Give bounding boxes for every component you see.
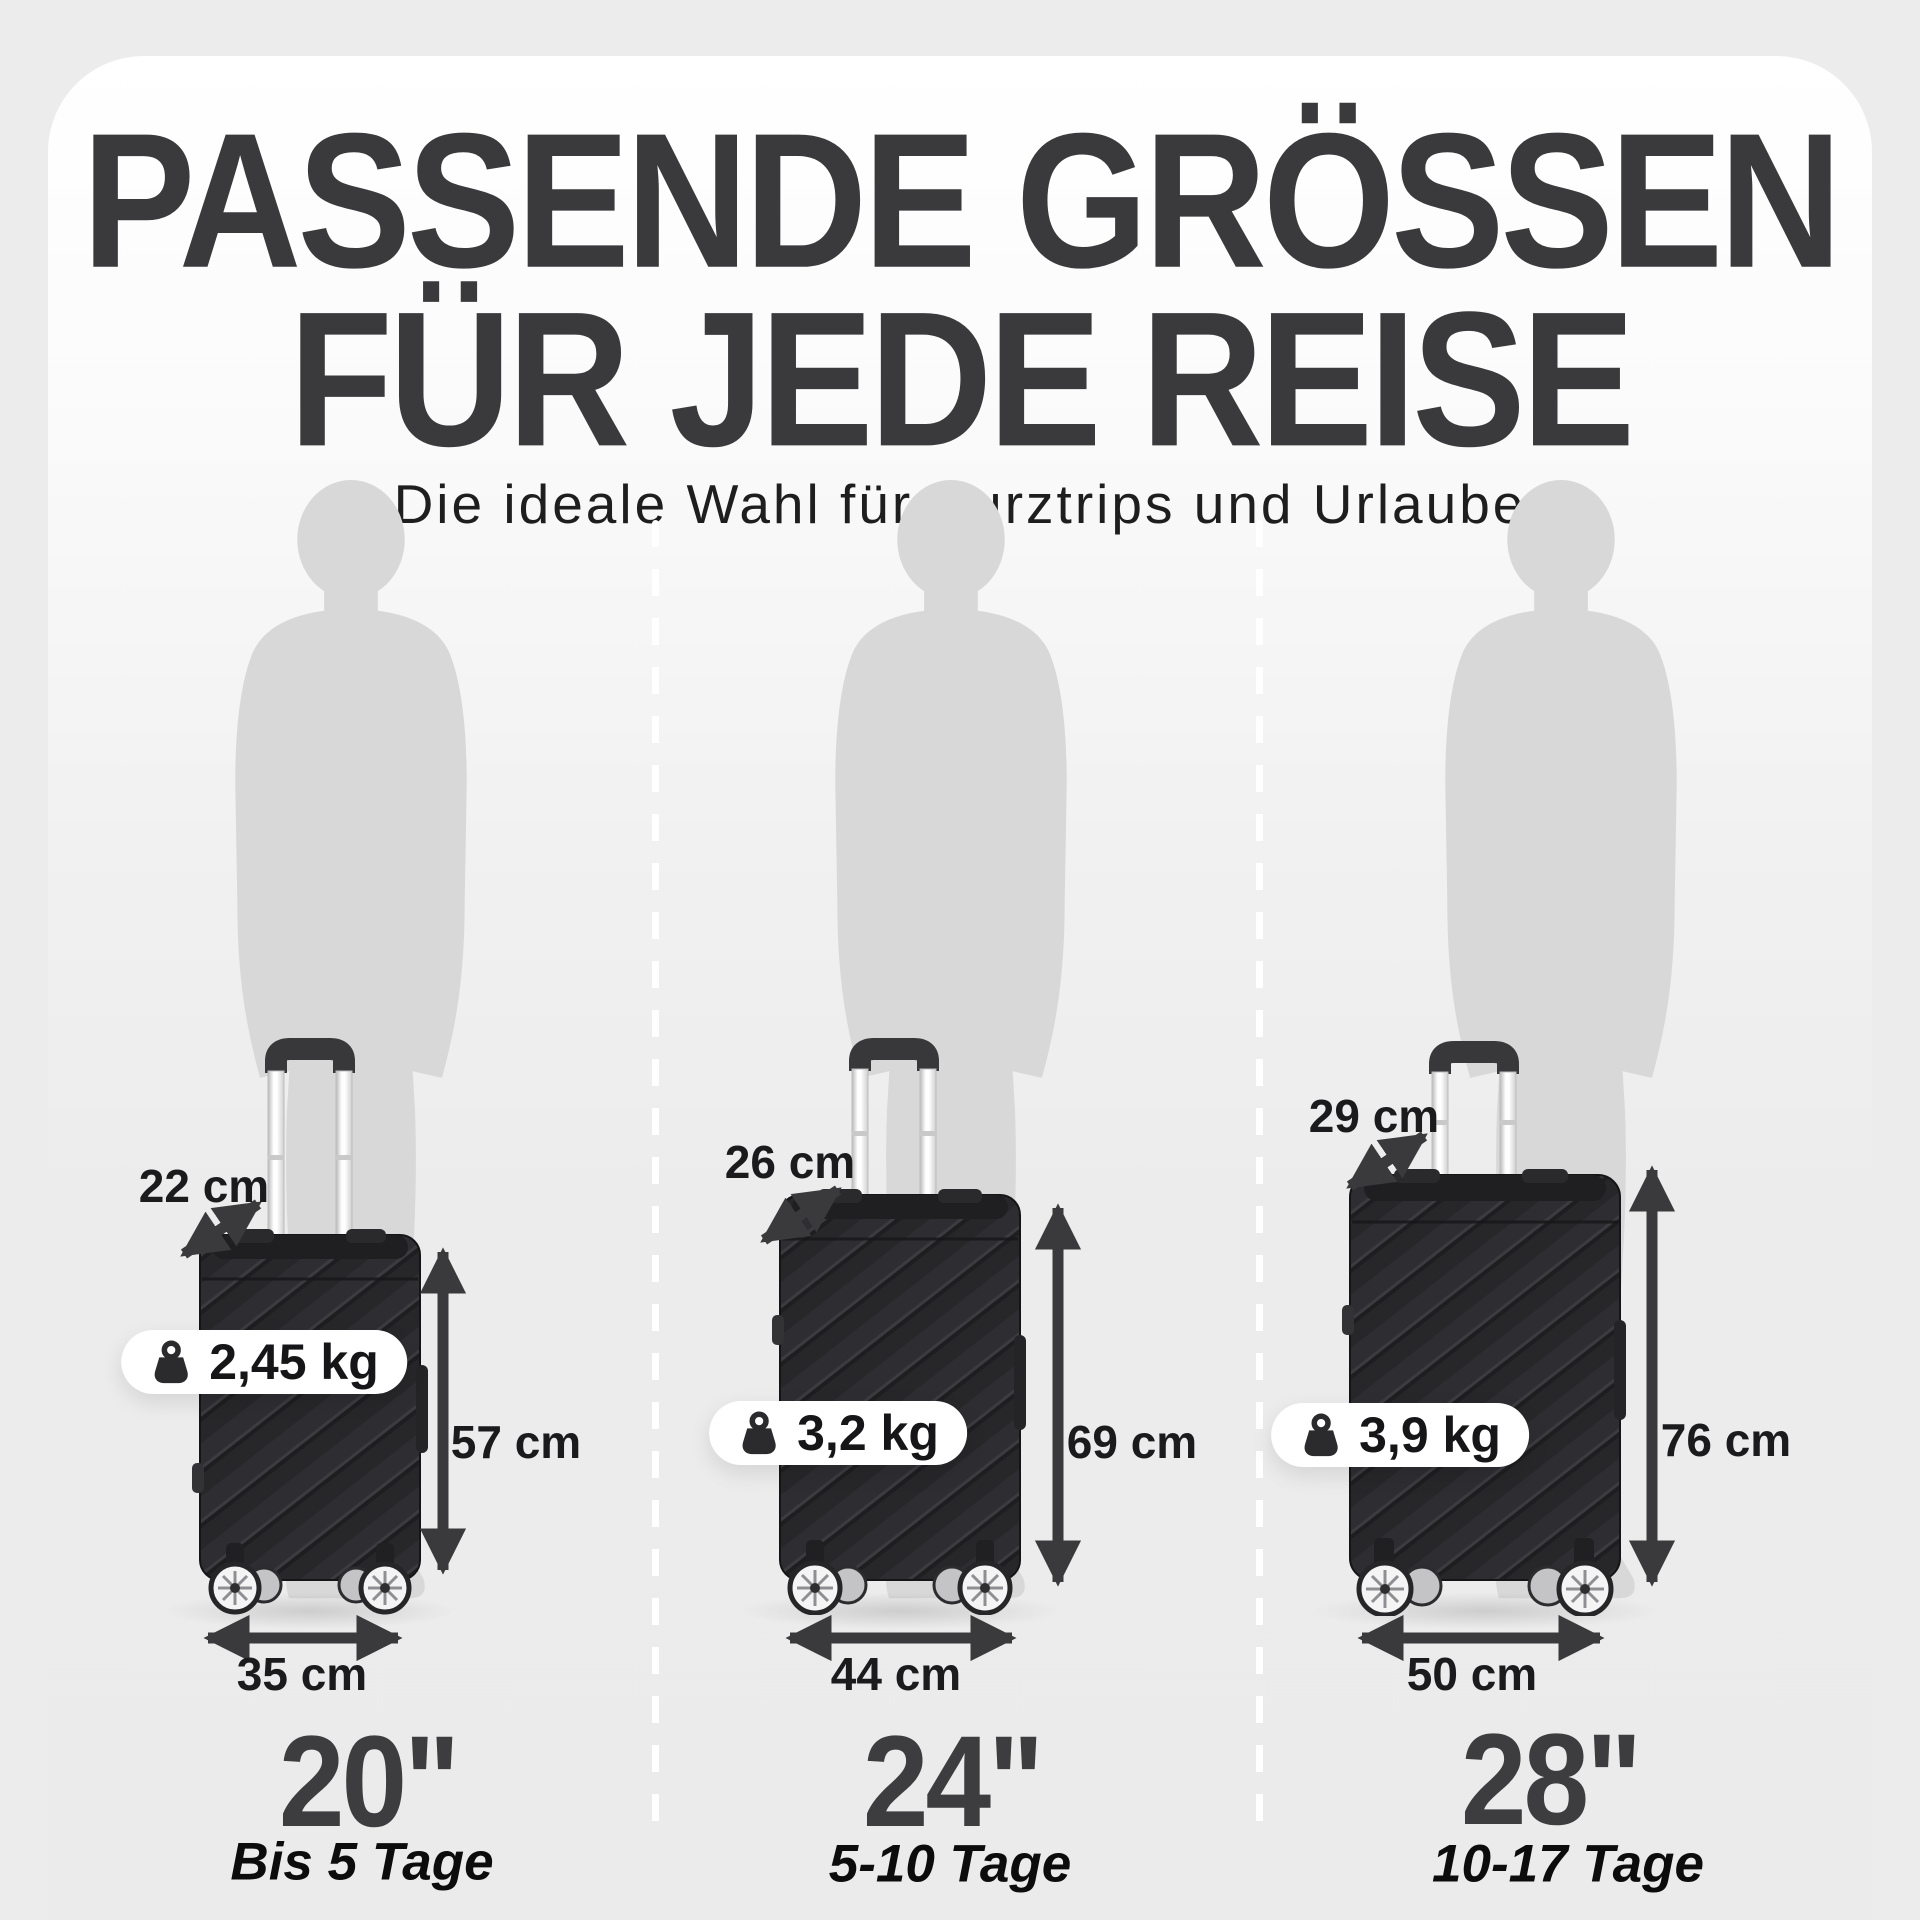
height-label-28: 76 cm: [1660, 1414, 1792, 1466]
depth-label-20: 22 cm: [138, 1160, 270, 1212]
depth-label-24: 26 cm: [724, 1136, 856, 1188]
height-label-20: 57 cm: [450, 1416, 582, 1468]
weight-badge-24: 3,2 kg: [709, 1401, 967, 1465]
duration-label-20: Bis 5 Tage: [230, 1832, 494, 1892]
duration-label-28: 10-17 Tage: [1431, 1834, 1705, 1894]
size-label-20: 20": [278, 1709, 460, 1855]
height-label-24: 69 cm: [1066, 1416, 1198, 1468]
page-title-line2: FÜR JEDE REISE: [288, 272, 1635, 488]
weight-badge-20: 2,45 kg: [121, 1330, 407, 1394]
dashed-divider: [1256, 520, 1263, 1825]
page-title: PASSENDE GRÖSSEN FÜR JEDE REISE: [0, 93, 1920, 488]
weight-badge-28: 3,9 kg: [1271, 1403, 1529, 1467]
size-label-28: 28": [1460, 1707, 1642, 1853]
weight-value: 2,45 kg: [209, 1334, 379, 1390]
suitcase-20-illustration: [192, 1038, 428, 1615]
weight-icon: [742, 1411, 776, 1455]
weight-icon: [154, 1340, 188, 1384]
dashed-divider: [652, 520, 659, 1825]
weight-value: 3,2 kg: [797, 1405, 939, 1461]
width-label-20: 35 cm: [236, 1648, 368, 1700]
depth-label-28: 29 cm: [1308, 1090, 1440, 1142]
width-label-24: 44 cm: [830, 1648, 962, 1700]
page-title-line1: PASSENDE GRÖSSEN: [81, 93, 1842, 309]
width-label-28: 50 cm: [1406, 1648, 1538, 1700]
duration-label-24: 5-10 Tage: [828, 1834, 1072, 1894]
suitcase-24-illustration: [772, 1038, 1026, 1615]
size-label-24: 24": [862, 1709, 1044, 1855]
suitcase-28-illustration: [1342, 1041, 1626, 1616]
weight-value: 3,9 kg: [1359, 1407, 1501, 1463]
weight-icon: [1304, 1413, 1338, 1457]
